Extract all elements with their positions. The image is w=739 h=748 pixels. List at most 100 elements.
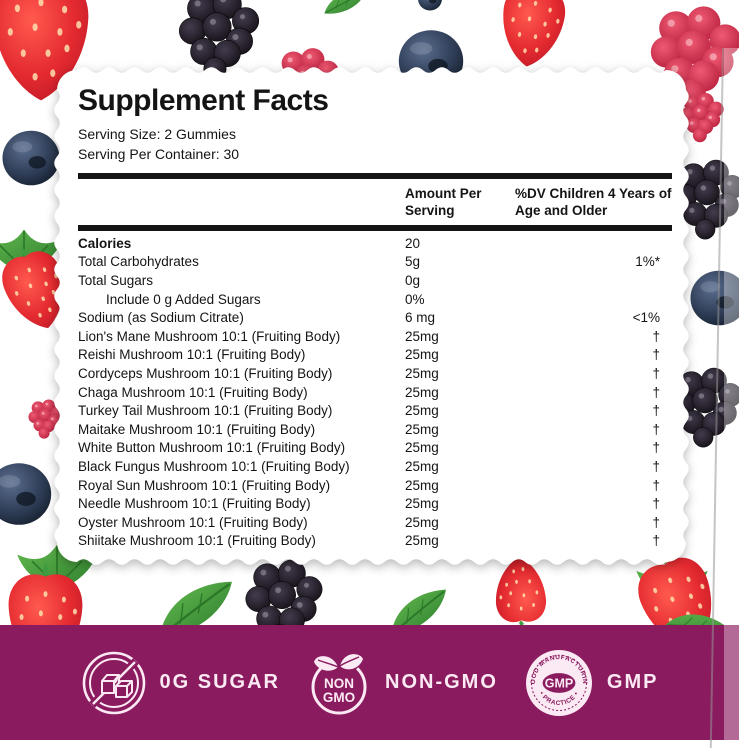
cell-ingredient: Total Carbohydrates xyxy=(78,254,199,270)
cell-amount: 25mg xyxy=(405,365,439,381)
table-row: White Button Mushroom 10:1 (Fruiting Bod… xyxy=(78,439,672,458)
gmp-seal-icon: GOOD MANUFACTURING • PRACTICE • GMP xyxy=(524,648,592,716)
table-row: Oyster Mushroom 10:1 (Fruiting Body) 25mg… xyxy=(78,513,672,532)
blueberry-image xyxy=(398,30,464,92)
table-row: Turkey Tail Mushroom 10:1 (Fruiting Body… xyxy=(78,401,672,420)
cell-amount: 25mg xyxy=(405,347,439,363)
table-row: Black Fungus Mushroom 10:1 (Fruiting Bod… xyxy=(78,457,672,476)
strawberry-image xyxy=(494,555,548,632)
cell-percent-dv: † xyxy=(652,496,660,512)
non-gmo-icon: NON GMO xyxy=(311,653,367,714)
strawberry-image xyxy=(496,0,570,71)
badge-zero-sugar: 0G SUGAR xyxy=(81,650,280,716)
table-row: Royal Sun Mushroom 10:1 (Fruiting Body) 2… xyxy=(78,476,672,495)
cell-ingredient: Shiitake Mushroom 10:1 (Fruiting Body) xyxy=(78,533,316,549)
benefits-banner: 0G SUGAR NON GMO NON-GMO GOOD MANUFACTUR… xyxy=(0,625,739,740)
page-title: Supplement Facts xyxy=(78,84,329,117)
raspberry-image xyxy=(680,92,724,143)
blueberry-image xyxy=(2,130,60,186)
cell-amount: 25mg xyxy=(405,328,439,344)
cell-percent-dv: † xyxy=(652,403,660,419)
cell-percent-dv: † xyxy=(652,347,660,363)
cell-amount: 25mg xyxy=(405,384,439,400)
cell-amount: 25mg xyxy=(405,533,439,549)
cell-ingredient: Calories xyxy=(78,235,132,251)
photo-frame-fade-strip xyxy=(724,48,739,740)
cell-ingredient: Royal Sun Mushroom 10:1 (Fruiting Body) xyxy=(78,477,331,493)
blackberry-image xyxy=(178,0,260,81)
table-row: Cordyceps Mushroom 10:1 (Fruiting Body) 2… xyxy=(78,364,672,383)
table-row: Include 0 g Added Sugars 0% xyxy=(78,290,672,309)
table-header-row: Amount Per Serving %DV Children 4 Years … xyxy=(78,179,672,225)
table-row: Shiitake Mushroom 10:1 (Fruiting Body) 25… xyxy=(78,532,672,551)
table-row: Maitake Mushroom 10:1 (Fruiting Body) 25m… xyxy=(78,420,672,439)
cell-amount: 25mg xyxy=(405,477,439,493)
cell-percent-dv: † xyxy=(652,458,660,474)
cell-amount: 25mg xyxy=(405,440,439,456)
cell-ingredient: Oyster Mushroom 10:1 (Fruiting Body) xyxy=(78,514,308,530)
facts-rows: Calories 20 Total Carbohydrates 5g 1%* Total … xyxy=(78,231,672,550)
cell-ingredient: Reishi Mushroom 10:1 (Fruiting Body) xyxy=(78,347,306,363)
strawberry-image xyxy=(0,0,89,101)
badge-non-gmo: NON GMO NON-GMO xyxy=(306,650,498,716)
cell-percent-dv: † xyxy=(652,384,660,400)
cell-percent-dv: 1%* xyxy=(635,254,660,270)
cell-amount: 6 mg xyxy=(405,310,436,326)
cell-ingredient: Total Sugars xyxy=(78,272,154,288)
cell-percent-dv: † xyxy=(652,421,660,437)
badge-non-gmo-label: NON-GMO xyxy=(385,671,498,693)
non-gmo-icon-text-bottom: GMO xyxy=(323,690,355,705)
table-row: Needle Mushroom 10:1 (Fruiting Body) 25mg… xyxy=(78,494,672,513)
blueberry-image xyxy=(0,463,52,525)
supplement-facts-panel: Supplement Facts Serving Size: 2 Gummies… xyxy=(78,84,672,550)
cell-amount: 0g xyxy=(405,272,421,288)
cell-ingredient: Chaga Mushroom 10:1 (Fruiting Body) xyxy=(78,384,308,400)
cell-amount: 0% xyxy=(405,291,425,307)
cell-amount: 25mg xyxy=(405,403,439,419)
header-amount-per-serving: Amount Per Serving xyxy=(405,186,482,218)
badge-zero-sugar-label: 0G SUGAR xyxy=(159,671,280,693)
cell-ingredient: White Button Mushroom 10:1 (Fruiting Bod… xyxy=(78,440,346,456)
cell-amount: 20 xyxy=(405,235,421,251)
cell-percent-dv: † xyxy=(652,365,660,381)
header-percent-dv: %DV Children 4 Years of Age and Older xyxy=(515,186,672,218)
table-row: Sodium (as Sodium Citrate) 6 mg <1% xyxy=(78,308,672,327)
table-row: Total Sugars 0g xyxy=(78,271,672,290)
cell-amount: 25mg xyxy=(405,514,439,530)
cell-percent-dv: † xyxy=(652,440,660,456)
cell-ingredient: Include 0 g Added Sugars xyxy=(106,291,261,307)
non-gmo-icon-text-top: NON xyxy=(324,676,354,691)
serving-size-text: Serving Size: 2 Gummies xyxy=(78,126,236,142)
header-spacer xyxy=(78,186,405,219)
raspberry-image xyxy=(28,399,63,439)
cell-percent-dv: † xyxy=(652,514,660,530)
cell-amount: 5g xyxy=(405,254,421,270)
cell-ingredient: Sodium (as Sodium Citrate) xyxy=(78,310,244,326)
table-row: Lion's Mane Mushroom 10:1 (Fruiting Body… xyxy=(78,327,672,346)
table-row: Reishi Mushroom 10:1 (Fruiting Body) 25mg… xyxy=(78,346,672,365)
badge-gmp: GOOD MANUFACTURING • PRACTICE • GMP GMP xyxy=(524,648,659,718)
gmp-seal-center-text: GMP xyxy=(545,676,573,690)
cell-ingredient: Lion's Mane Mushroom 10:1 (Fruiting Body… xyxy=(78,328,341,344)
mint-leaf-image xyxy=(323,0,367,15)
cell-amount: 25mg xyxy=(405,496,439,512)
cell-ingredient: Needle Mushroom 10:1 (Fruiting Body) xyxy=(78,496,311,512)
cell-ingredient: Cordyceps Mushroom 10:1 (Fruiting Body) xyxy=(78,365,333,381)
cell-percent-dv: † xyxy=(652,533,660,549)
table-row: Chaga Mushroom 10:1 (Fruiting Body) 25mg † xyxy=(78,383,672,402)
table-row: Calories 20 xyxy=(78,234,672,253)
cell-percent-dv: † xyxy=(652,328,660,344)
no-sugar-icon xyxy=(82,651,145,714)
cell-percent-dv: † xyxy=(652,477,660,493)
table-row: Total Carbohydrates 5g 1%* xyxy=(78,253,672,272)
cell-amount: 25mg xyxy=(405,421,439,437)
blueberry-image xyxy=(418,0,442,11)
badge-gmp-label: GMP xyxy=(606,671,659,693)
cell-amount: 25mg xyxy=(405,458,439,474)
cell-ingredient: Turkey Tail Mushroom 10:1 (Fruiting Body… xyxy=(78,403,333,419)
servings-per-container-text: Serving Per Container: 30 xyxy=(78,145,240,162)
cell-ingredient: Maitake Mushroom 10:1 (Fruiting Body) xyxy=(78,421,316,437)
cell-ingredient: Black Fungus Mushroom 10:1 (Fruiting Bod… xyxy=(78,458,350,474)
cell-percent-dv: <1% xyxy=(632,310,660,326)
